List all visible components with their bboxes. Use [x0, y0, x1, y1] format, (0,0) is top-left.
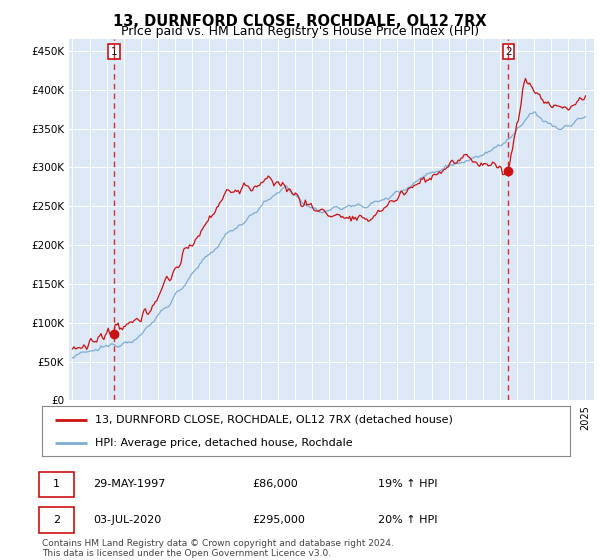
- Text: HPI: Average price, detached house, Rochdale: HPI: Average price, detached house, Roch…: [95, 438, 352, 448]
- Text: Price paid vs. HM Land Registry's House Price Index (HPI): Price paid vs. HM Land Registry's House …: [121, 25, 479, 38]
- Text: 13, DURNFORD CLOSE, ROCHDALE, OL12 7RX: 13, DURNFORD CLOSE, ROCHDALE, OL12 7RX: [113, 14, 487, 29]
- Text: Contains HM Land Registry data © Crown copyright and database right 2024.
This d: Contains HM Land Registry data © Crown c…: [42, 539, 394, 558]
- Text: 1: 1: [110, 47, 117, 57]
- Text: £86,000: £86,000: [252, 479, 298, 489]
- Text: 1: 1: [53, 479, 60, 489]
- Text: 20% ↑ HPI: 20% ↑ HPI: [378, 515, 437, 525]
- Text: £295,000: £295,000: [252, 515, 305, 525]
- Text: 2: 2: [505, 47, 512, 57]
- Text: 03-JUL-2020: 03-JUL-2020: [93, 515, 161, 525]
- Text: 13, DURNFORD CLOSE, ROCHDALE, OL12 7RX (detached house): 13, DURNFORD CLOSE, ROCHDALE, OL12 7RX (…: [95, 414, 452, 424]
- Text: 2: 2: [53, 515, 60, 525]
- Text: 19% ↑ HPI: 19% ↑ HPI: [378, 479, 437, 489]
- Text: 29-MAY-1997: 29-MAY-1997: [93, 479, 166, 489]
